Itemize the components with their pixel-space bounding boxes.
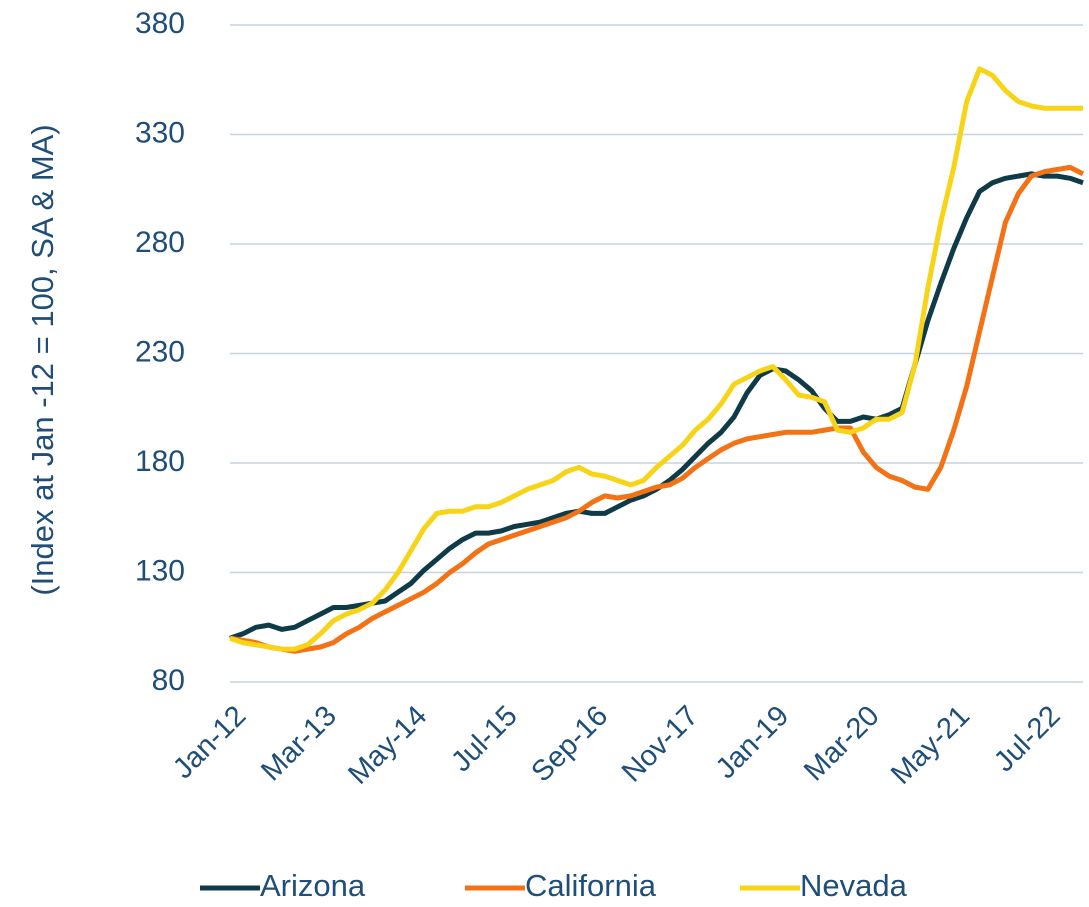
x-tick-label: Jul-22: [988, 700, 1066, 778]
legend-label: Arizona: [260, 868, 366, 903]
x-tick-label: Jan-12: [167, 700, 252, 785]
x-tick-label: Sep-16: [525, 700, 614, 789]
legend-label: California: [525, 868, 657, 903]
y-tick-label: 330: [135, 116, 185, 149]
x-tick-label: Mar-20: [798, 700, 886, 788]
y-tick-label: 130: [135, 554, 185, 587]
x-tick-label: Jan-19: [710, 700, 795, 785]
x-tick-label: Mar-13: [255, 700, 343, 788]
x-tick-label: May-14: [342, 700, 433, 791]
y-tick-label: 80: [152, 664, 185, 697]
y-tick-label: 180: [135, 445, 185, 478]
y-tick-label: 230: [135, 335, 185, 368]
y-axis-label: (Index at Jan -12 = 100, SA & MA): [25, 124, 60, 595]
legend-label: Nevada: [800, 868, 908, 903]
y-tick-label: 380: [135, 7, 185, 40]
x-tick-label: Jul-15: [445, 700, 523, 778]
y-tick-label: 280: [135, 226, 185, 259]
line: [229, 164, 1085, 654]
x-tick-label: May-21: [885, 700, 976, 791]
line: [229, 66, 1083, 652]
x-tick-label: Nov-17: [616, 700, 705, 789]
